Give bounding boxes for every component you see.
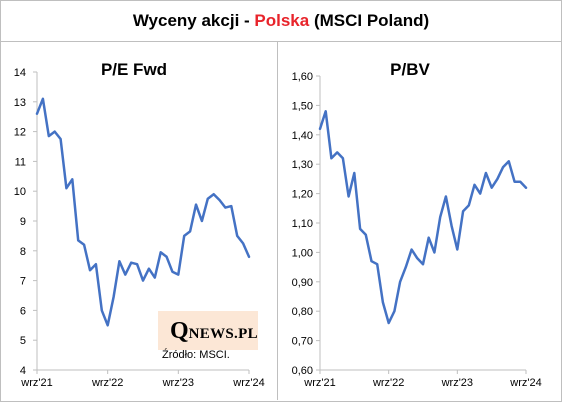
pe-y-tick-label: 11	[15, 156, 26, 168]
figure-title: Wyceny akcji - Polska (MSCI Poland)	[1, 11, 561, 31]
title-prefix: Wyceny akcji -	[132, 11, 255, 30]
title-suffix: (MSCI Poland)	[309, 11, 430, 30]
pbv-y-tick-label: 0,80	[292, 306, 313, 318]
pe-x-tick-label: wrz'24	[232, 377, 264, 389]
pbv-y-tick-label: 0,60	[292, 365, 313, 377]
pbv-y-tick-label: 1,60	[292, 71, 313, 83]
title-highlight: Polska	[254, 11, 310, 30]
source-note: Źródło: MSCI.	[162, 349, 230, 361]
pe-y-tick-label: 12	[14, 127, 26, 139]
pe-chart-title: P/E Fwd	[101, 60, 167, 79]
pe-y-tick-label: 13	[14, 97, 26, 109]
pbv-x-tick-label: wrz'22	[372, 377, 404, 389]
pbv-y-tick-label: 0,90	[292, 277, 313, 289]
pbv-chart: P/BV 0,60 0,70 0,80 0,90 1,00 1,10 1,20 1,30 1,40…	[292, 60, 542, 389]
pbv-chart-title: P/BV	[390, 60, 430, 79]
logo-background	[158, 311, 258, 350]
pbv-y-tick-label: 1,50	[292, 100, 313, 112]
pe-series-line	[35, 97, 251, 327]
pbv-y-tick-label: 1,40	[292, 130, 313, 142]
pbv-y-tick-label: 1,20	[292, 189, 313, 201]
title-band: Wyceny akcji - Polska (MSCI Poland)	[1, 1, 561, 41]
qnews-logo: QNEWS.PL	[170, 318, 258, 345]
pe-x-tick-label: wrz'21	[20, 377, 52, 389]
pbv-x-tick-label: wrz'21	[303, 377, 335, 389]
pe-fwd-chart: P/E Fwd 4 5 6 7 8 9 10 11 12 13 14 wrz'21 wrz'22 wrz'2…	[14, 60, 265, 389]
pbv-y-tick-label: 1,10	[292, 218, 313, 230]
pe-y-tick-label: 10	[14, 186, 26, 198]
pe-y-tick-label: 4	[20, 365, 26, 377]
pe-y-tick-label: 8	[20, 246, 26, 258]
pe-x-tick-label: wrz'22	[91, 377, 123, 389]
pbv-series-line	[318, 110, 528, 325]
pbv-x-tick-label: wrz'23	[441, 377, 473, 389]
pe-y-tick-label: 6	[20, 305, 26, 317]
title-divider	[1, 41, 561, 42]
pe-y-tick-label: 5	[20, 335, 26, 347]
pe-y-tick-label: 9	[20, 216, 26, 228]
pbv-y-tick-label: 1,00	[292, 247, 313, 259]
pbv-x-tick-label: wrz'24	[509, 377, 541, 389]
pe-x-tick-label: wrz'23	[162, 377, 194, 389]
panel-divider	[277, 42, 278, 400]
pe-y-tick-label: 14	[14, 67, 26, 79]
pbv-y-tick-label: 1,30	[292, 159, 313, 171]
pe-y-tick-label: 7	[20, 276, 26, 288]
logo-q: Q	[170, 318, 189, 344]
pbv-y-tick-label: 0,70	[292, 336, 313, 348]
logo-text: NEWS.PL	[188, 326, 258, 342]
